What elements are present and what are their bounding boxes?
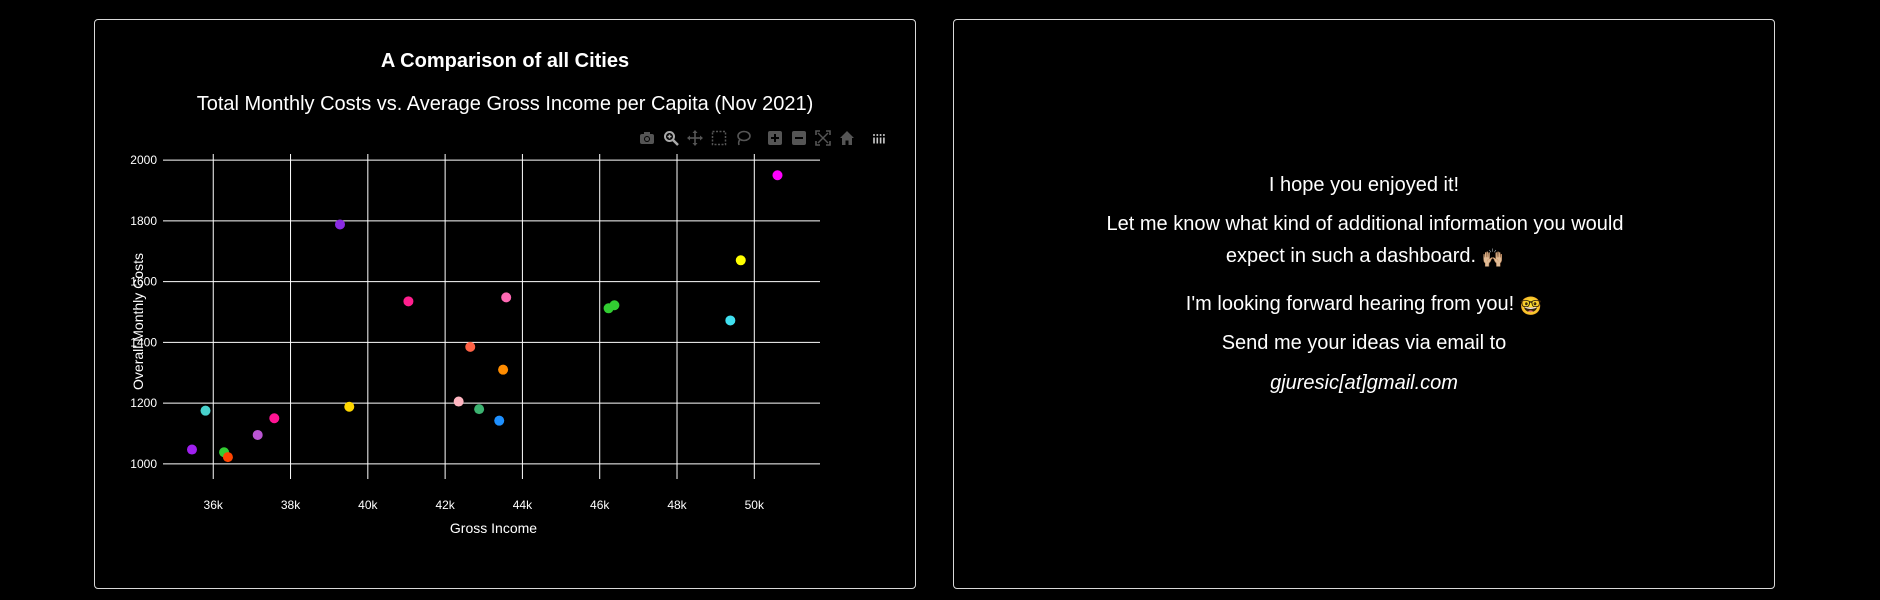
x-axis-title: Gross Income [450, 520, 537, 536]
x-tick-label: 36k [204, 498, 224, 512]
plotly-logo-icon[interactable] [867, 126, 891, 150]
reset-axes-icon[interactable] [835, 126, 859, 150]
y-tick-label: 1200 [130, 396, 157, 410]
x-tick-label: 46k [590, 498, 610, 512]
scatter-plot[interactable]: 36k 38k 40k 42k 44k 46k 48k 50k 1000 1200 1400 1600… [95, 20, 917, 590]
email-address-text: gjuresic[at]gmail.com [1270, 372, 1458, 394]
data-point[interactable] [186, 444, 197, 455]
data-point[interactable] [498, 364, 509, 375]
data-point[interactable] [772, 170, 783, 181]
chart-title: A Comparison of all Cities [380, 50, 630, 72]
y-axis-title: Overall Monthly Costs [130, 253, 146, 390]
data-point[interactable] [465, 341, 476, 352]
y-tick-label: 1800 [130, 214, 157, 228]
camera-icon[interactable] [635, 126, 659, 150]
chart-card: 36k 38k 40k 42k 44k 46k 48k 50k 1000 1200 1400 1600… [94, 19, 916, 589]
email-prompt-text: Send me your ideas via email to [954, 327, 1774, 359]
data-point[interactable] [725, 315, 736, 326]
feedback-request-text: Let me know what kind of additional info… [1105, 208, 1625, 274]
autoscale-icon[interactable] [811, 126, 835, 150]
data-point[interactable] [494, 415, 505, 426]
email-prompt-content: Send me your ideas via email to [1221, 332, 1507, 354]
data-point[interactable] [501, 292, 512, 303]
y-tick-label: 2000 [130, 153, 157, 167]
looking-forward-content: I'm looking forward hearing from you! [1185, 293, 1515, 315]
nerd-face-icon: 🤓 [1519, 296, 1543, 316]
pan-icon[interactable] [683, 126, 707, 150]
data-point[interactable] [335, 219, 346, 230]
zoom-out-icon[interactable] [787, 126, 811, 150]
message-card: I hope you enjoyed it! Let me know what … [953, 19, 1775, 589]
x-tick-label: 40k [358, 498, 378, 512]
data-point[interactable] [344, 401, 355, 412]
chart-subtitle: Total Monthly Costs vs. Average Gross In… [196, 93, 814, 115]
data-point[interactable] [735, 255, 746, 266]
x-tick-label: 48k [667, 498, 687, 512]
x-tick-label: 38k [281, 498, 301, 512]
looking-forward-text: I'm looking forward hearing from you! 🤓 [954, 288, 1774, 322]
raising-hands-icon: 🙌🏼 [1481, 248, 1505, 268]
data-point[interactable] [474, 404, 485, 415]
data-point[interactable] [453, 396, 464, 407]
email-address: gjuresic[at]gmail.com [954, 367, 1774, 399]
x-tick-label: 44k [513, 498, 533, 512]
data-point[interactable] [252, 429, 263, 440]
box-select-icon[interactable] [707, 126, 731, 150]
y-tick-label: 1400 [130, 335, 157, 349]
feedback-request-content: Let me know what kind of additional info… [1106, 213, 1624, 267]
data-point[interactable] [200, 405, 211, 416]
greeting-text-content: I hope you enjoyed it! [1268, 174, 1460, 196]
data-point[interactable] [609, 300, 620, 311]
data-point[interactable] [403, 296, 414, 307]
y-tick-label: 1000 [130, 457, 157, 471]
lasso-select-icon[interactable] [731, 126, 755, 150]
data-point[interactable] [269, 413, 280, 424]
data-point[interactable] [222, 452, 233, 463]
x-tick-label: 42k [435, 498, 455, 512]
plot-modebar [635, 125, 891, 151]
x-tick-label: 50k [745, 498, 765, 512]
zoom-icon[interactable] [659, 126, 683, 150]
greeting-text: I hope you enjoyed it! [954, 169, 1774, 201]
zoom-in-icon[interactable] [763, 126, 787, 150]
y-tick-label: 1600 [130, 275, 157, 289]
